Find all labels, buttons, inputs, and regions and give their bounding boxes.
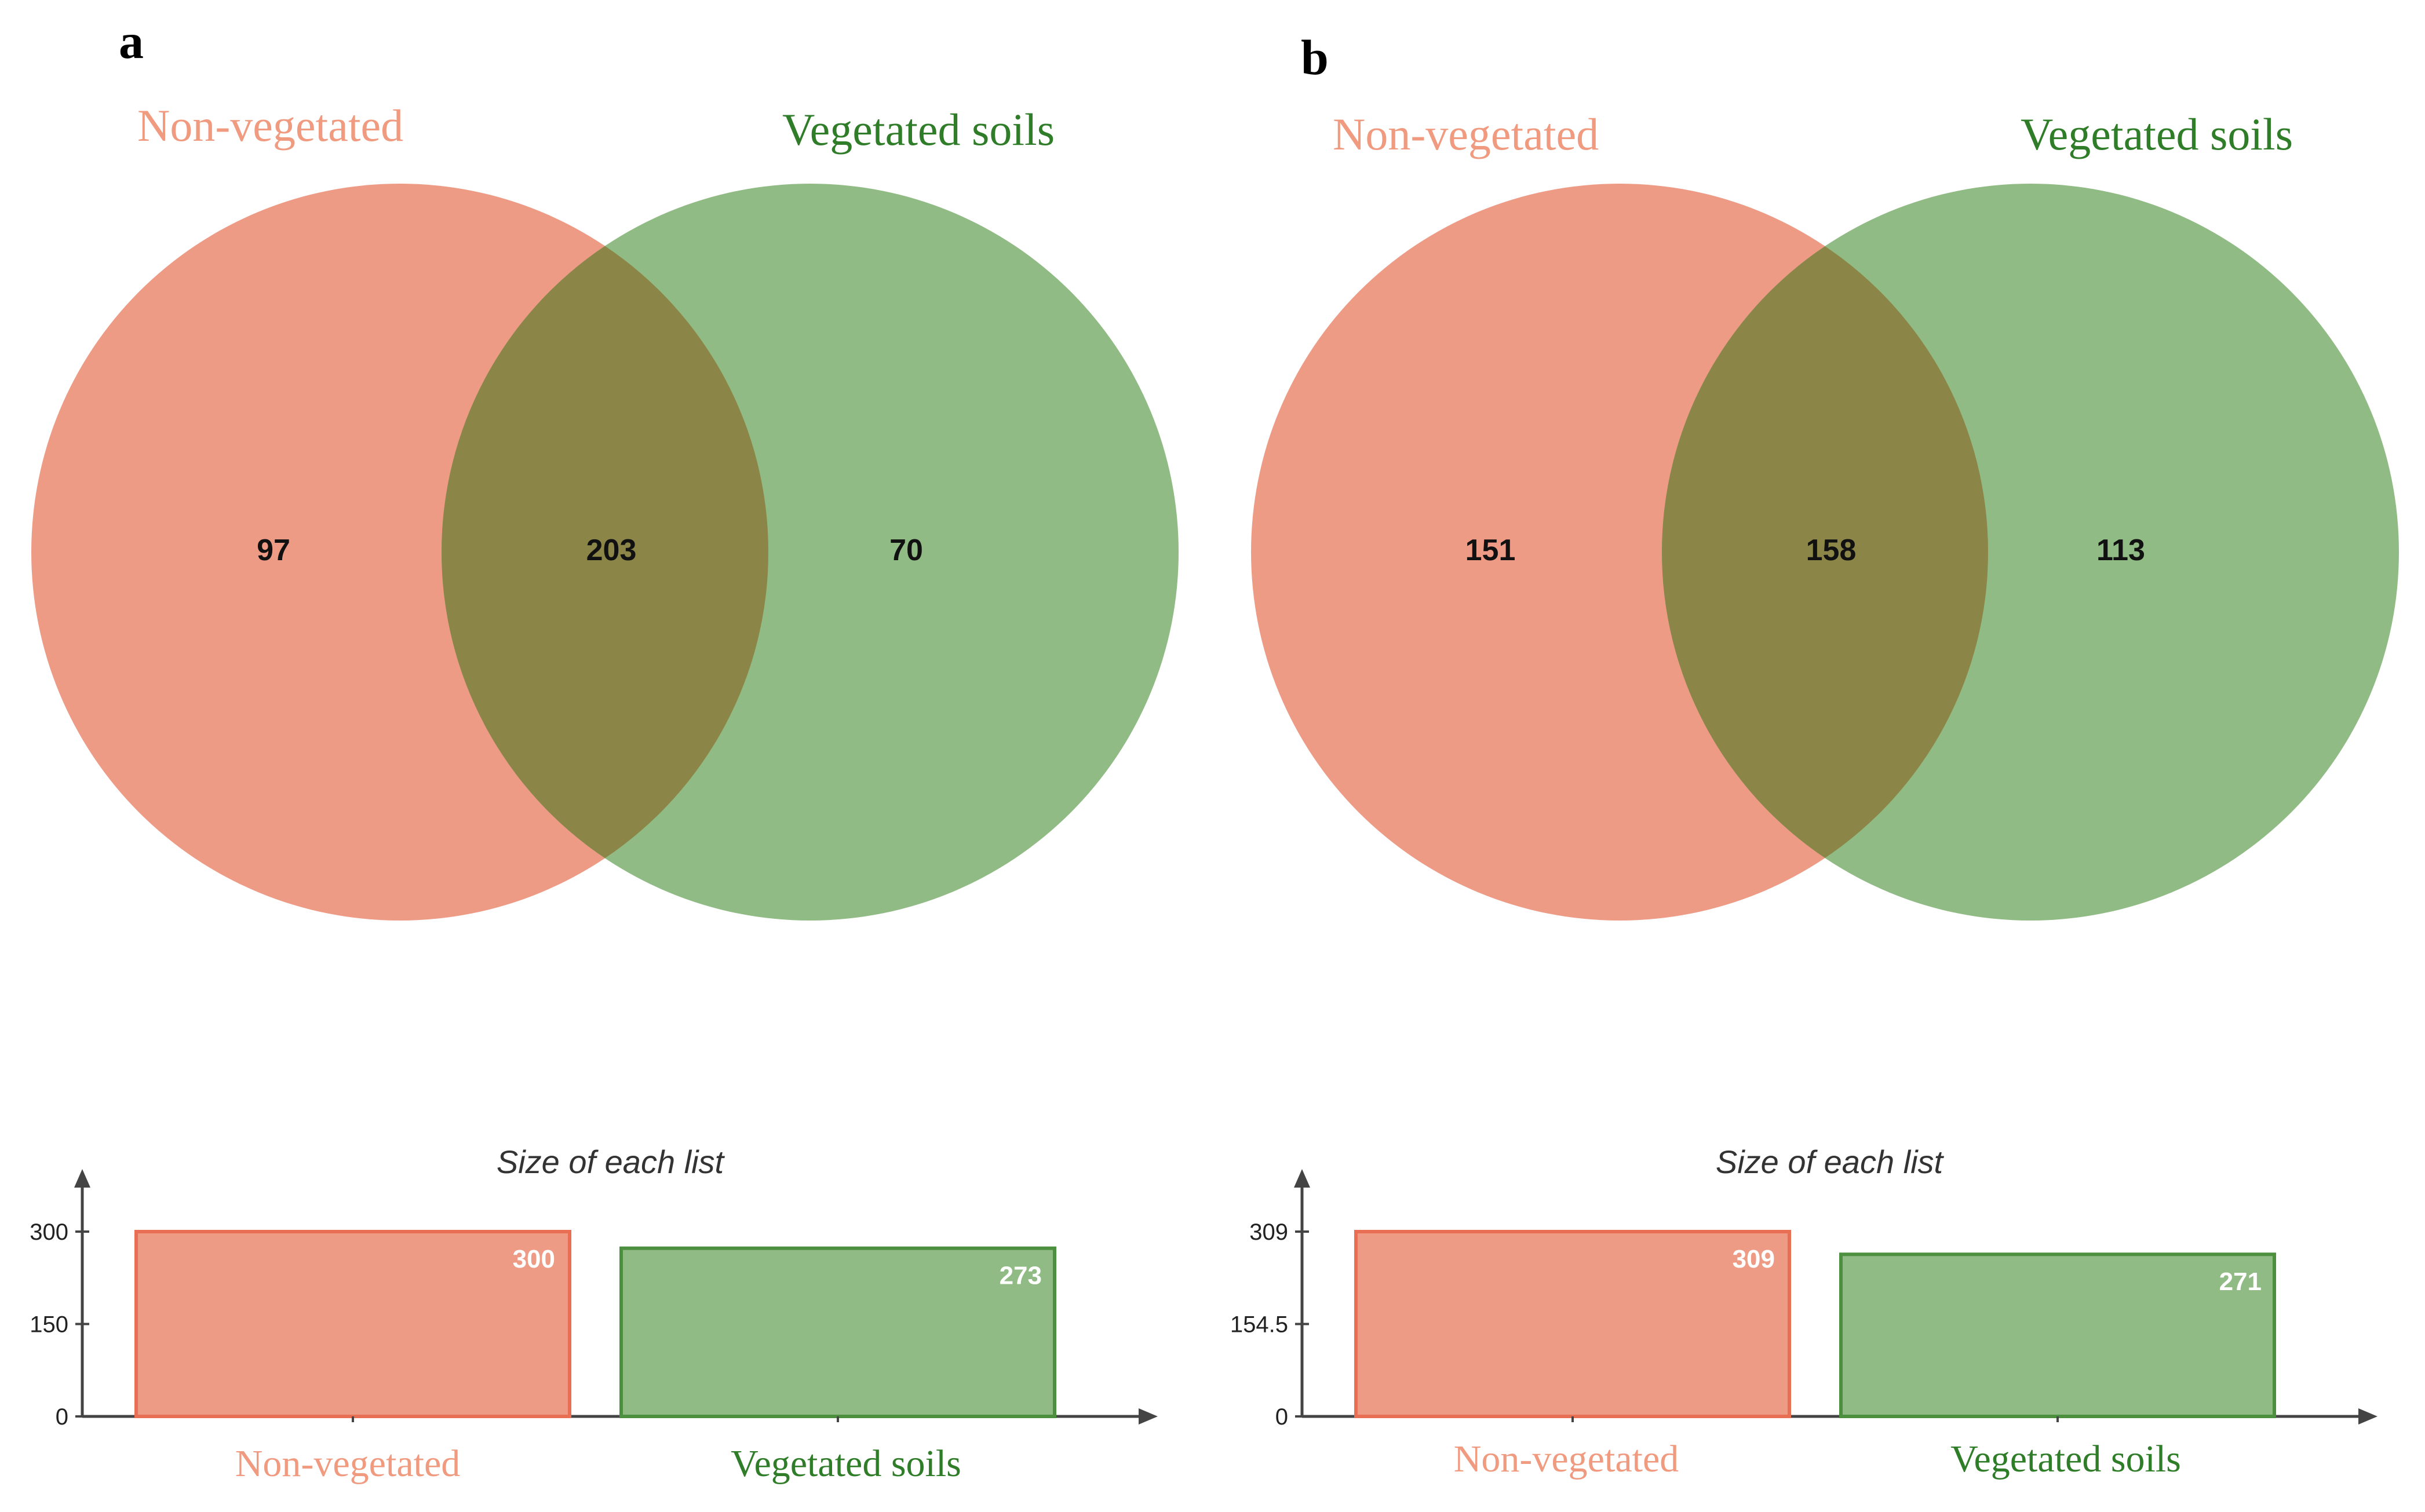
bar-chart-b: Size of each list 0 154.5 309 309 271 No…	[1230, 1144, 2377, 1480]
bar-b-category-non-vegetated: Non-vegetated	[1454, 1438, 1679, 1480]
bar-b-x-axis-arrow	[2358, 1408, 2377, 1425]
bar-a-title: Size of each list	[497, 1144, 725, 1180]
venn-b-count-only-vegetated-soils: 113	[2096, 534, 2145, 567]
venn-b-overlap-region	[1662, 246, 1988, 859]
venn-a-set-label-vegetated-soils: Vegetated soils	[782, 104, 1055, 155]
bar-a-x-axis-arrow	[1139, 1408, 1158, 1425]
venn-b: Non-vegetated Vegetated soils 151 158 11…	[1251, 109, 2399, 921]
bar-a-tick-label-2: 300	[30, 1219, 68, 1245]
bar-b-tick-label-2: 309	[1249, 1219, 1288, 1245]
panel-b-letter: b	[1301, 30, 1329, 85]
bar-b-y-ticks: 0 154.5 309	[1230, 1219, 1309, 1430]
venn-a-overlap-region	[442, 246, 768, 859]
bar-a-non-vegetated	[134, 1230, 571, 1418]
bar-b-title: Size of each list	[1716, 1144, 1945, 1180]
venn-a-count-overlap: 203	[586, 534, 637, 567]
bar-b-vegetated-soils	[1839, 1252, 2276, 1418]
venn-b-set-label-non-vegetated: Non-vegetated	[1333, 109, 1599, 159]
bar-b-category-vegetated-soils: Vegetated soils	[1950, 1438, 2181, 1480]
panel-a-letter: a	[119, 13, 144, 69]
bar-a-vegetated-soils	[619, 1246, 1056, 1418]
bar-a-y-ticks: 0 150 300	[30, 1219, 89, 1430]
bar-a-y-axis-arrow	[74, 1169, 90, 1188]
bar-chart-a: Size of each list 0 150 300 300 273 Non-…	[30, 1144, 1158, 1485]
bar-b-non-vegetated	[1354, 1230, 1791, 1418]
bar-a-tick-label-0: 0	[56, 1404, 68, 1430]
bar-b-tick-label-0: 0	[1275, 1404, 1288, 1430]
venn-a-count-only-non-vegetated: 97	[257, 534, 290, 567]
bar-b-tick-label-1: 154.5	[1230, 1312, 1288, 1338]
venn-a-set-label-non-vegetated: Non-vegetated	[137, 100, 403, 151]
bar-b-y-axis-arrow	[1294, 1169, 1310, 1188]
bar-a-tick-label-1: 150	[30, 1312, 68, 1338]
venn-b-set-label-vegetated-soils: Vegetated soils	[2021, 109, 2293, 159]
venn-a: Non-vegetated Vegetated soils 97 203 70	[31, 100, 1179, 921]
panel-a: a Non-vegetated Vegetated soils 97 203 7…	[30, 13, 1179, 1485]
venn-b-count-only-non-vegetated: 151	[1465, 534, 1516, 567]
venn-a-count-only-vegetated-soils: 70	[889, 534, 923, 567]
bar-a-category-vegetated-soils: Vegetated soils	[731, 1442, 961, 1485]
bar-b-value-vegetated-soils: 271	[2219, 1268, 2262, 1296]
bar-b-value-non-vegetated: 309	[1733, 1245, 1775, 1273]
panel-b: b Non-vegetated Vegetated soils 151 158 …	[1230, 30, 2399, 1480]
bar-a-value-non-vegetated: 300	[513, 1245, 555, 1273]
bar-a-value-vegetated-soils: 273	[1000, 1262, 1042, 1290]
bar-a-category-non-vegetated: Non-vegetated	[235, 1442, 461, 1485]
venn-b-count-overlap: 158	[1806, 534, 1857, 567]
